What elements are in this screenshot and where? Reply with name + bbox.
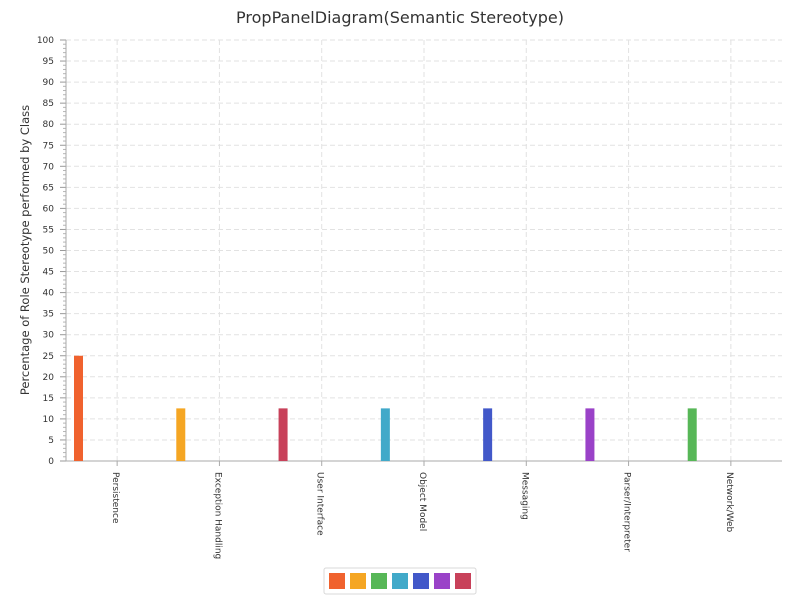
y-tick-label: 80 <box>43 120 55 130</box>
y-tick-label: 70 <box>43 162 55 172</box>
y-tick-label: 40 <box>43 289 55 299</box>
y-tick-label: 0 <box>48 457 54 467</box>
y-axis-label: Percentage of Role Stereotype performed … <box>18 105 32 395</box>
axes: 0 5 10 15 20 25 30 35 40 45 50 55 60 65 70 75 80 85 90 95 10… <box>37 36 782 467</box>
bar <box>74 355 83 461</box>
y-tick-label: 60 <box>43 204 55 214</box>
y-tick-label: 85 <box>43 99 54 109</box>
x-tick-label: Object Model <box>417 472 427 531</box>
y-tick-label: 90 <box>43 78 55 88</box>
grid <box>66 39 782 461</box>
bar <box>380 408 390 461</box>
y-tick-label: 20 <box>43 373 55 383</box>
y-tick-label: 65 <box>43 183 54 193</box>
legend-swatch <box>371 573 387 589</box>
bar <box>176 408 186 461</box>
category-labels: Persistence Exception Handling User Interf… <box>110 472 734 559</box>
x-tick-label: Exception Handling <box>212 472 222 559</box>
x-tick-label: Parser/Interpreter <box>622 472 632 552</box>
legend <box>323 567 477 595</box>
y-tick-label: 45 <box>43 268 54 278</box>
x-tick-label: Network/Web <box>724 472 734 533</box>
y-tick-label: 50 <box>43 247 55 257</box>
bar <box>278 408 288 461</box>
legend-swatch <box>455 573 471 589</box>
legend-swatch <box>413 573 429 589</box>
chart-title: PropPanelDiagram(Semantic Stereotype) <box>236 8 564 27</box>
y-tick-label: 25 <box>43 352 54 362</box>
y-tick-label: 95 <box>43 57 54 67</box>
y-tick-label: 100 <box>37 36 54 46</box>
y-tick-label: 35 <box>43 310 54 320</box>
x-tick-label: Messaging <box>519 472 529 520</box>
y-tick-label: 30 <box>43 331 55 341</box>
y-tick-label: 10 <box>43 415 55 425</box>
y-tick-label: 15 <box>43 394 54 404</box>
legend-swatch <box>434 573 450 589</box>
legend-swatch <box>392 573 408 589</box>
x-tick-label: Persistence <box>110 472 120 524</box>
y-tick-label: 5 <box>48 436 54 446</box>
legend-swatch <box>350 573 366 589</box>
bar <box>585 408 595 461</box>
y-tick-label: 75 <box>43 141 54 151</box>
x-tick-label: User Interface <box>315 472 325 536</box>
y-tick-label: 55 <box>43 225 54 235</box>
legend-swatch <box>329 573 345 589</box>
bar <box>483 408 493 461</box>
bars <box>74 355 697 461</box>
bar <box>687 408 697 461</box>
